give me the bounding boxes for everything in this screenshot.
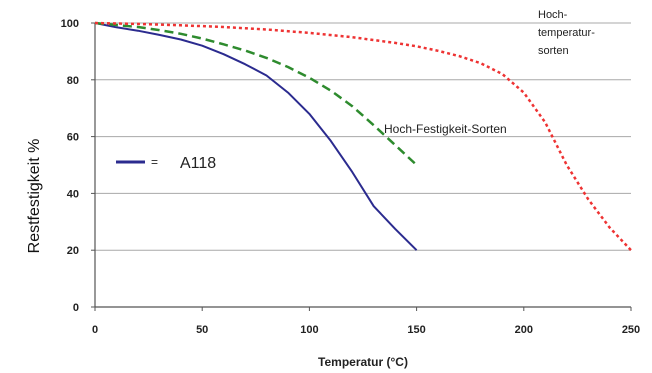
x-tick-label-50: 50: [196, 324, 208, 336]
grid: [95, 22, 631, 251]
legend-label-a118: A118: [180, 155, 216, 172]
annotation-hochtemperatur-line-1: Hoch-: [538, 9, 568, 21]
series-line-hoch-festigkeit-sorten: [94, 21, 418, 166]
annotation-hochtemperatur: Hoch- temperatur- sorten: [538, 9, 595, 57]
y-tick-label-100: 100: [61, 18, 79, 30]
y-tick-label-40: 40: [67, 188, 79, 200]
x-tick-label-150: 150: [407, 324, 425, 336]
y-tick-label-20: 20: [67, 245, 79, 257]
x-tick-label-0: 0: [92, 324, 98, 336]
x-tick-label-250: 250: [622, 324, 640, 336]
x-axis-label: Temperatur (°C): [318, 355, 408, 369]
axes: 0 20 40 60 80 100 0 50 100 150 200 250: [61, 18, 641, 336]
y-axis-label: Restfestigkeit %: [26, 139, 43, 254]
x-tick-label-100: 100: [300, 324, 318, 336]
legend-marker: =: [151, 155, 158, 169]
y-tick-label-0: 0: [73, 302, 79, 314]
annotation-hochtemperatur-line-3: sorten: [538, 45, 569, 57]
annotation-hoch-festigkeit: Hoch-Festigkeit-Sorten: [384, 122, 507, 136]
x-tick-label-200: 200: [515, 324, 533, 336]
annotation-hochtemperatur-line-2: temperatur-: [538, 27, 595, 39]
series: [94, 21, 632, 252]
series-line-a118: [94, 22, 418, 251]
series-line-hoch-temperatur-sorten: [94, 21, 632, 252]
legend: = A118: [116, 155, 216, 172]
y-tick-label-80: 80: [67, 75, 79, 87]
y-tick-label-60: 60: [67, 132, 79, 144]
